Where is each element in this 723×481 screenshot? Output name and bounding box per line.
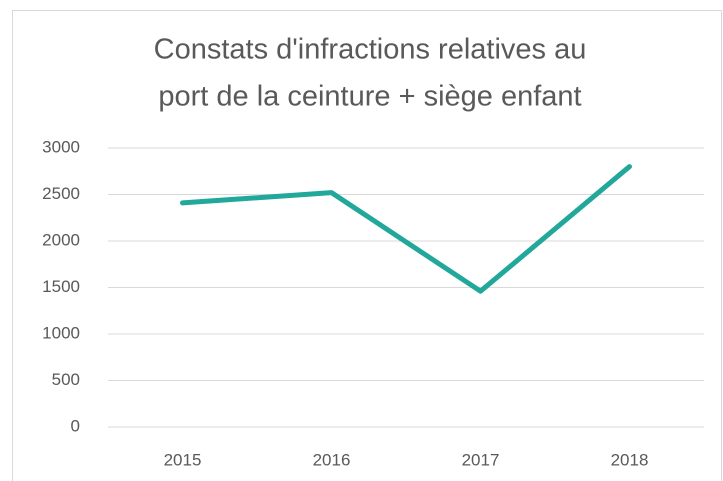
chart-title: port de la ceinture + siège enfant — [158, 81, 581, 113]
y-tick-label: 500 — [52, 370, 80, 389]
y-tick-label: 2500 — [42, 184, 80, 203]
x-tick-label: 2015 — [164, 450, 202, 469]
y-tick-label: 0 — [71, 416, 80, 435]
x-tick-label: 2018 — [611, 450, 649, 469]
chart-title: Constats d'infractions relatives au — [154, 34, 587, 66]
y-tick-label: 2000 — [42, 230, 80, 249]
y-tick-label: 3000 — [42, 137, 80, 156]
data-line — [180, 164, 632, 294]
y-tick-label: 1000 — [42, 323, 80, 342]
x-tick-label: 2016 — [313, 450, 351, 469]
chart-frame — [12, 10, 722, 481]
x-tick-label: 2017 — [462, 450, 500, 469]
y-tick-label: 1500 — [42, 277, 80, 296]
